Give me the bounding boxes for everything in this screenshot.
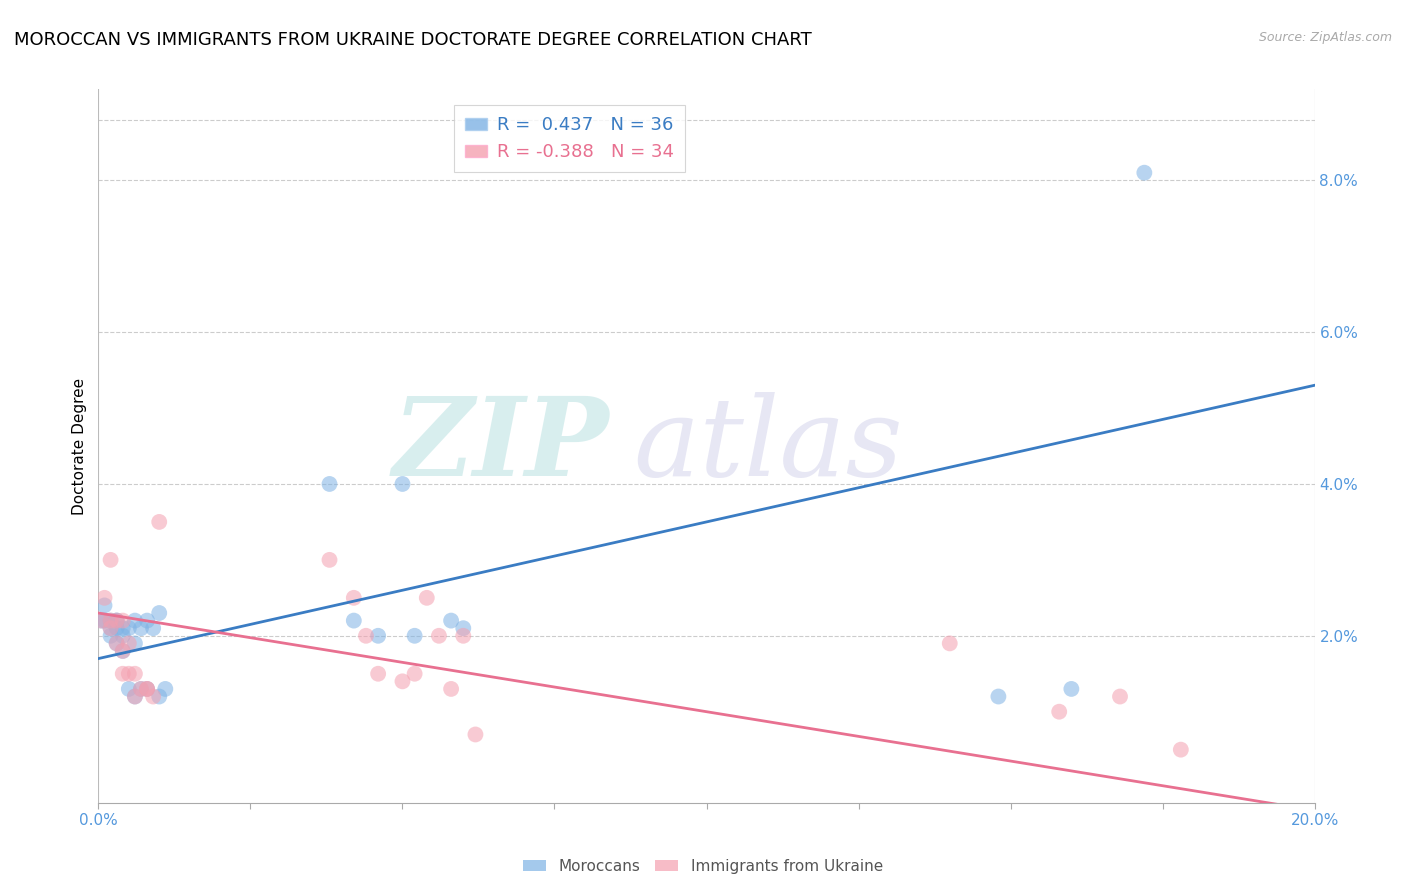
Point (111, 644, 134, 658)
Point (427, 629, 450, 643)
Point (440, 614, 463, 628)
Point (453, 629, 475, 643)
Point (93, 599, 115, 613)
Point (105, 614, 128, 628)
Text: atlas: atlas (634, 392, 903, 500)
Point (124, 666, 146, 681)
Point (111, 666, 134, 681)
Text: ZIP: ZIP (392, 392, 609, 500)
Point (148, 606, 170, 620)
Point (1060, 681, 1083, 696)
Point (136, 681, 159, 696)
Legend: Moroccans, Immigrants from Ukraine: Moroccans, Immigrants from Ukraine (517, 853, 889, 880)
Point (93, 591, 115, 605)
Point (367, 666, 389, 681)
Point (391, 674, 413, 689)
Point (105, 614, 128, 628)
Point (391, 477, 413, 491)
Point (111, 621, 134, 635)
Point (136, 681, 159, 696)
Point (987, 690, 1010, 704)
Point (142, 690, 165, 704)
Point (100, 629, 122, 643)
Point (124, 614, 146, 628)
Point (90, 614, 112, 628)
Point (343, 591, 366, 605)
Point (318, 553, 340, 567)
Point (105, 614, 128, 628)
Point (118, 636, 141, 650)
Point (124, 636, 146, 650)
Point (129, 681, 152, 696)
Y-axis label: Doctorate Degree: Doctorate Degree (72, 377, 87, 515)
Point (367, 629, 389, 643)
Point (129, 681, 152, 696)
Point (416, 591, 439, 605)
Point (100, 614, 122, 628)
Point (1133, 166, 1156, 180)
Point (453, 621, 475, 635)
Point (148, 690, 170, 704)
Point (93, 614, 115, 628)
Point (100, 621, 122, 635)
Point (136, 681, 159, 696)
Point (111, 614, 134, 628)
Point (440, 681, 463, 696)
Text: MOROCCAN VS IMMIGRANTS FROM UKRAINE DOCTORATE DEGREE CORRELATION CHART: MOROCCAN VS IMMIGRANTS FROM UKRAINE DOCT… (14, 31, 811, 49)
Point (354, 629, 377, 643)
Point (118, 621, 141, 635)
Point (142, 621, 165, 635)
Point (100, 553, 122, 567)
Point (136, 614, 159, 628)
Legend: R =  0.437   N = 36, R = -0.388   N = 34: R = 0.437 N = 36, R = -0.388 N = 34 (454, 105, 685, 172)
Point (464, 727, 486, 741)
Point (1170, 742, 1192, 756)
Point (343, 614, 366, 628)
Point (105, 621, 128, 635)
Point (105, 636, 128, 650)
Point (404, 629, 426, 643)
Point (1047, 705, 1070, 719)
Point (118, 681, 141, 696)
Point (939, 636, 962, 650)
Point (155, 681, 177, 696)
Point (129, 621, 152, 635)
Point (111, 629, 134, 643)
Point (318, 477, 340, 491)
Point (100, 614, 122, 628)
Point (118, 666, 141, 681)
Point (124, 690, 146, 704)
Point (148, 515, 170, 529)
Point (124, 690, 146, 704)
Point (111, 644, 134, 658)
Point (1109, 690, 1132, 704)
Point (100, 621, 122, 635)
Text: Source: ZipAtlas.com: Source: ZipAtlas.com (1258, 31, 1392, 45)
Point (404, 666, 426, 681)
Point (90, 614, 112, 628)
Point (105, 636, 128, 650)
